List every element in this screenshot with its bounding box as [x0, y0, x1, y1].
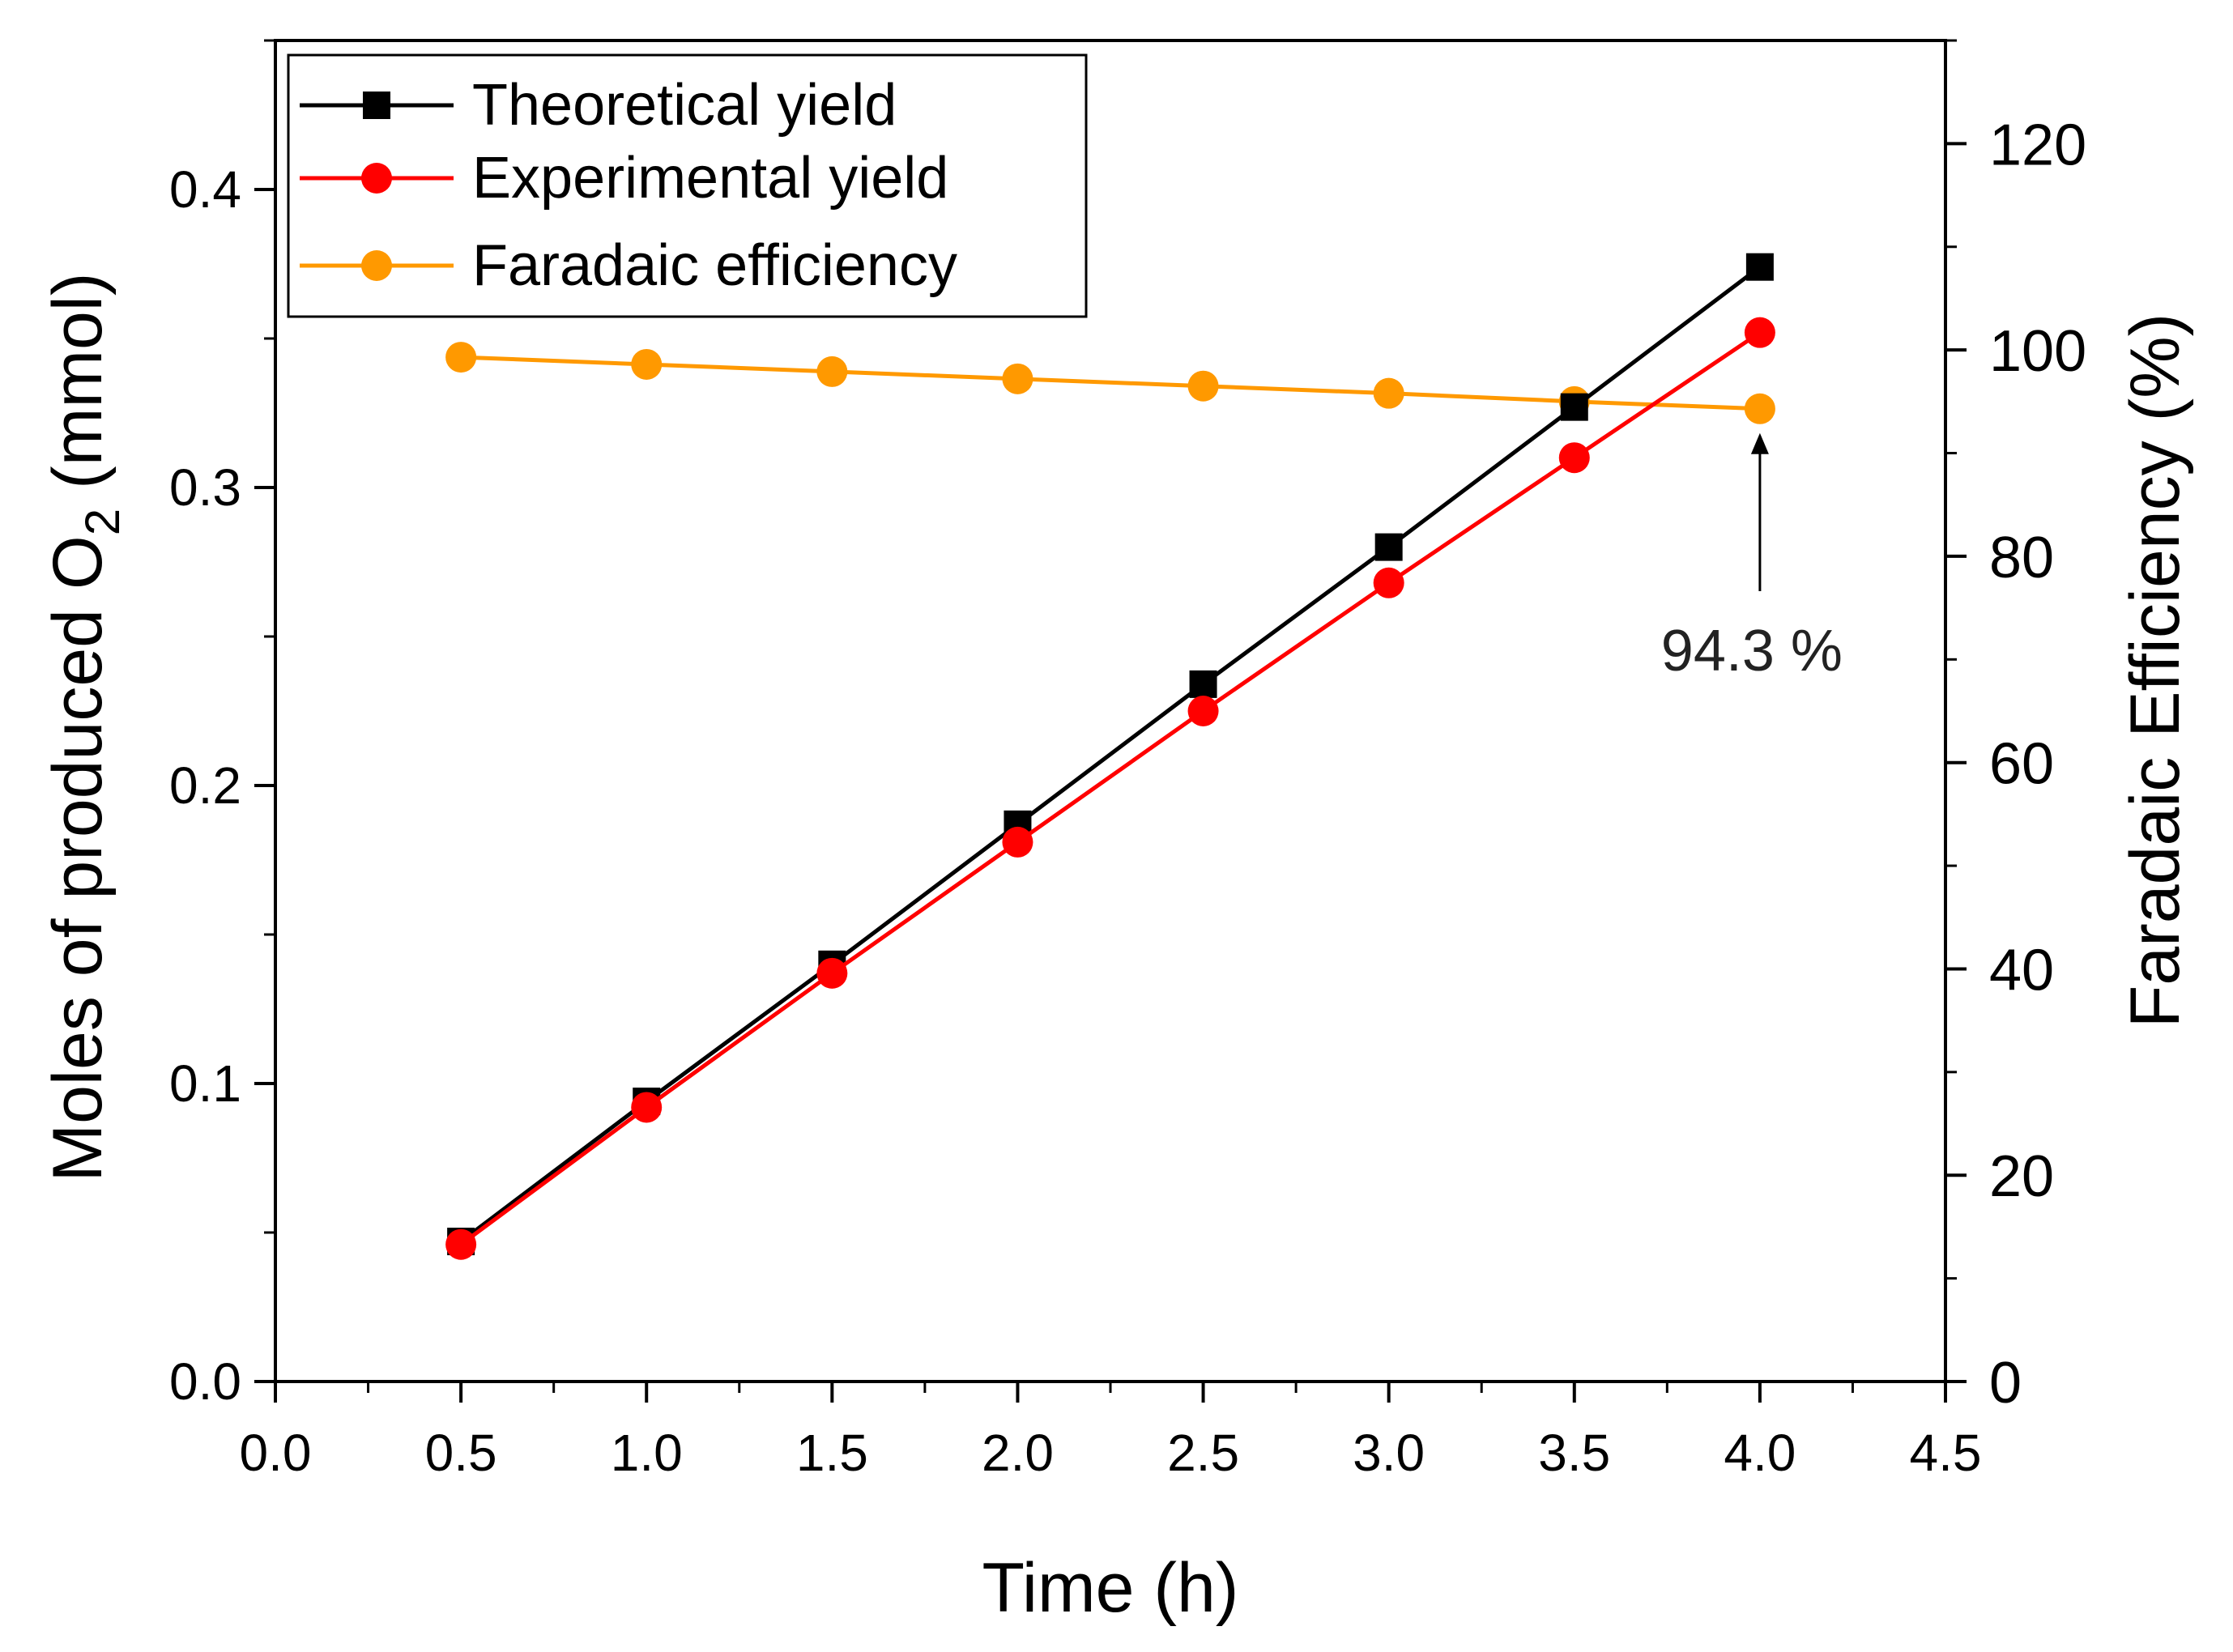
- series-line: [459, 330, 1762, 1246]
- legend: Theoretical yield Experimental yield Farad…: [287, 53, 1088, 318]
- y-right-tick-label: 40: [1989, 938, 2054, 1003]
- legend-items: Theoretical yield Experimental yield Farad…: [300, 73, 957, 298]
- series-theoretical-yield: [447, 253, 1774, 1256]
- data-point: [1187, 696, 1219, 726]
- x-tick-label: 3.5: [1538, 1424, 1610, 1482]
- y-left-tick-label: 0.3: [169, 458, 241, 517]
- legend-item-theoretical-yield: Theoretical yield: [300, 73, 897, 138]
- data-point: [445, 1228, 477, 1260]
- data-point: [1002, 363, 1033, 394]
- x-axis-title: Time (h): [982, 1549, 1239, 1627]
- y-right-tick-label: 20: [1989, 1144, 2054, 1209]
- series-line: [461, 355, 1760, 411]
- y-left-tick-label: 0.0: [169, 1352, 241, 1411]
- y-right-tick-label: 120: [1989, 113, 2086, 177]
- legend-item-faradaic-efficiency: Faradaic efficiency: [300, 233, 957, 298]
- y-right-tick-label: 80: [1989, 526, 2054, 590]
- legend-label: Faradaic efficiency: [472, 233, 957, 298]
- data-point: [1560, 393, 1588, 421]
- data-point: [1744, 317, 1775, 348]
- data-point: [1373, 377, 1404, 409]
- legend-item-experimental-yield: Experimental yield: [300, 146, 948, 211]
- data-point: [631, 348, 663, 380]
- legend-swatch-marker: [363, 92, 390, 119]
- y-left-tick-label: 0.4: [169, 160, 241, 219]
- legend-swatch-marker: [361, 250, 392, 281]
- y-right-tick-label: 60: [1989, 732, 2054, 797]
- legend-label: Theoretical yield: [472, 73, 897, 138]
- series-line: [459, 265, 1762, 1244]
- annotation-arrow-head: [1750, 432, 1769, 454]
- data-point: [1373, 567, 1404, 598]
- x-tick-label: 4.0: [1724, 1424, 1796, 1482]
- data-point: [1744, 393, 1775, 424]
- legend-swatch-marker: [361, 163, 392, 194]
- y-right-tick-label: 100: [1989, 319, 2086, 384]
- series-experimental-yield: [445, 317, 1775, 1260]
- annotation-label: 94.3 %: [1661, 619, 1843, 683]
- y-left-title-main: Moles of produced O: [39, 535, 117, 1182]
- y-left-tick-label: 0.1: [169, 1054, 241, 1113]
- x-tick-label: 0.5: [425, 1424, 497, 1482]
- x-tick-label: 0.0: [240, 1424, 312, 1482]
- data-point: [445, 342, 477, 373]
- x-tick-label: 1.0: [611, 1424, 683, 1482]
- x-tick-label: 1.5: [796, 1424, 868, 1482]
- legend-box: [287, 53, 1088, 318]
- data-point: [1187, 370, 1219, 402]
- series-layer: [445, 253, 1775, 1260]
- data-point: [816, 356, 848, 387]
- y-left-tick-label: 0.2: [169, 756, 241, 815]
- axis-ticks: 0.0 0.5 1.0 1.5 2.0 2.5 3.0 3.5 4.0 4.5 0.0 0.1 0.2 0…: [169, 39, 2086, 1482]
- y-right-tick-label: 0: [1989, 1351, 2022, 1416]
- y-axis-left-title: Moles of produced O2 (mmol): [39, 272, 130, 1182]
- data-point: [1189, 670, 1217, 698]
- data-point: [1374, 533, 1403, 561]
- x-tick-label: 2.5: [1167, 1424, 1239, 1482]
- data-point: [1002, 826, 1033, 858]
- y-axis-right-title: Faradaic Efficiency (%): [2116, 313, 2194, 1028]
- data-point: [1558, 442, 1590, 474]
- x-tick-label: 2.0: [982, 1424, 1054, 1482]
- y-left-title-subscript: 2: [75, 509, 130, 535]
- x-tick-label: 3.0: [1353, 1424, 1425, 1482]
- legend-label: Experimental yield: [472, 146, 948, 211]
- data-point: [631, 1092, 663, 1123]
- y-left-title-unit: (mmol): [39, 272, 117, 508]
- data-point: [1745, 253, 1774, 281]
- data-point: [816, 957, 848, 989]
- annotation: 94.3 %: [1661, 432, 1843, 683]
- x-tick-label: 4.5: [1910, 1424, 1982, 1482]
- plot-frame: [274, 39, 1947, 1383]
- series-faradaic-efficiency: [445, 342, 1775, 424]
